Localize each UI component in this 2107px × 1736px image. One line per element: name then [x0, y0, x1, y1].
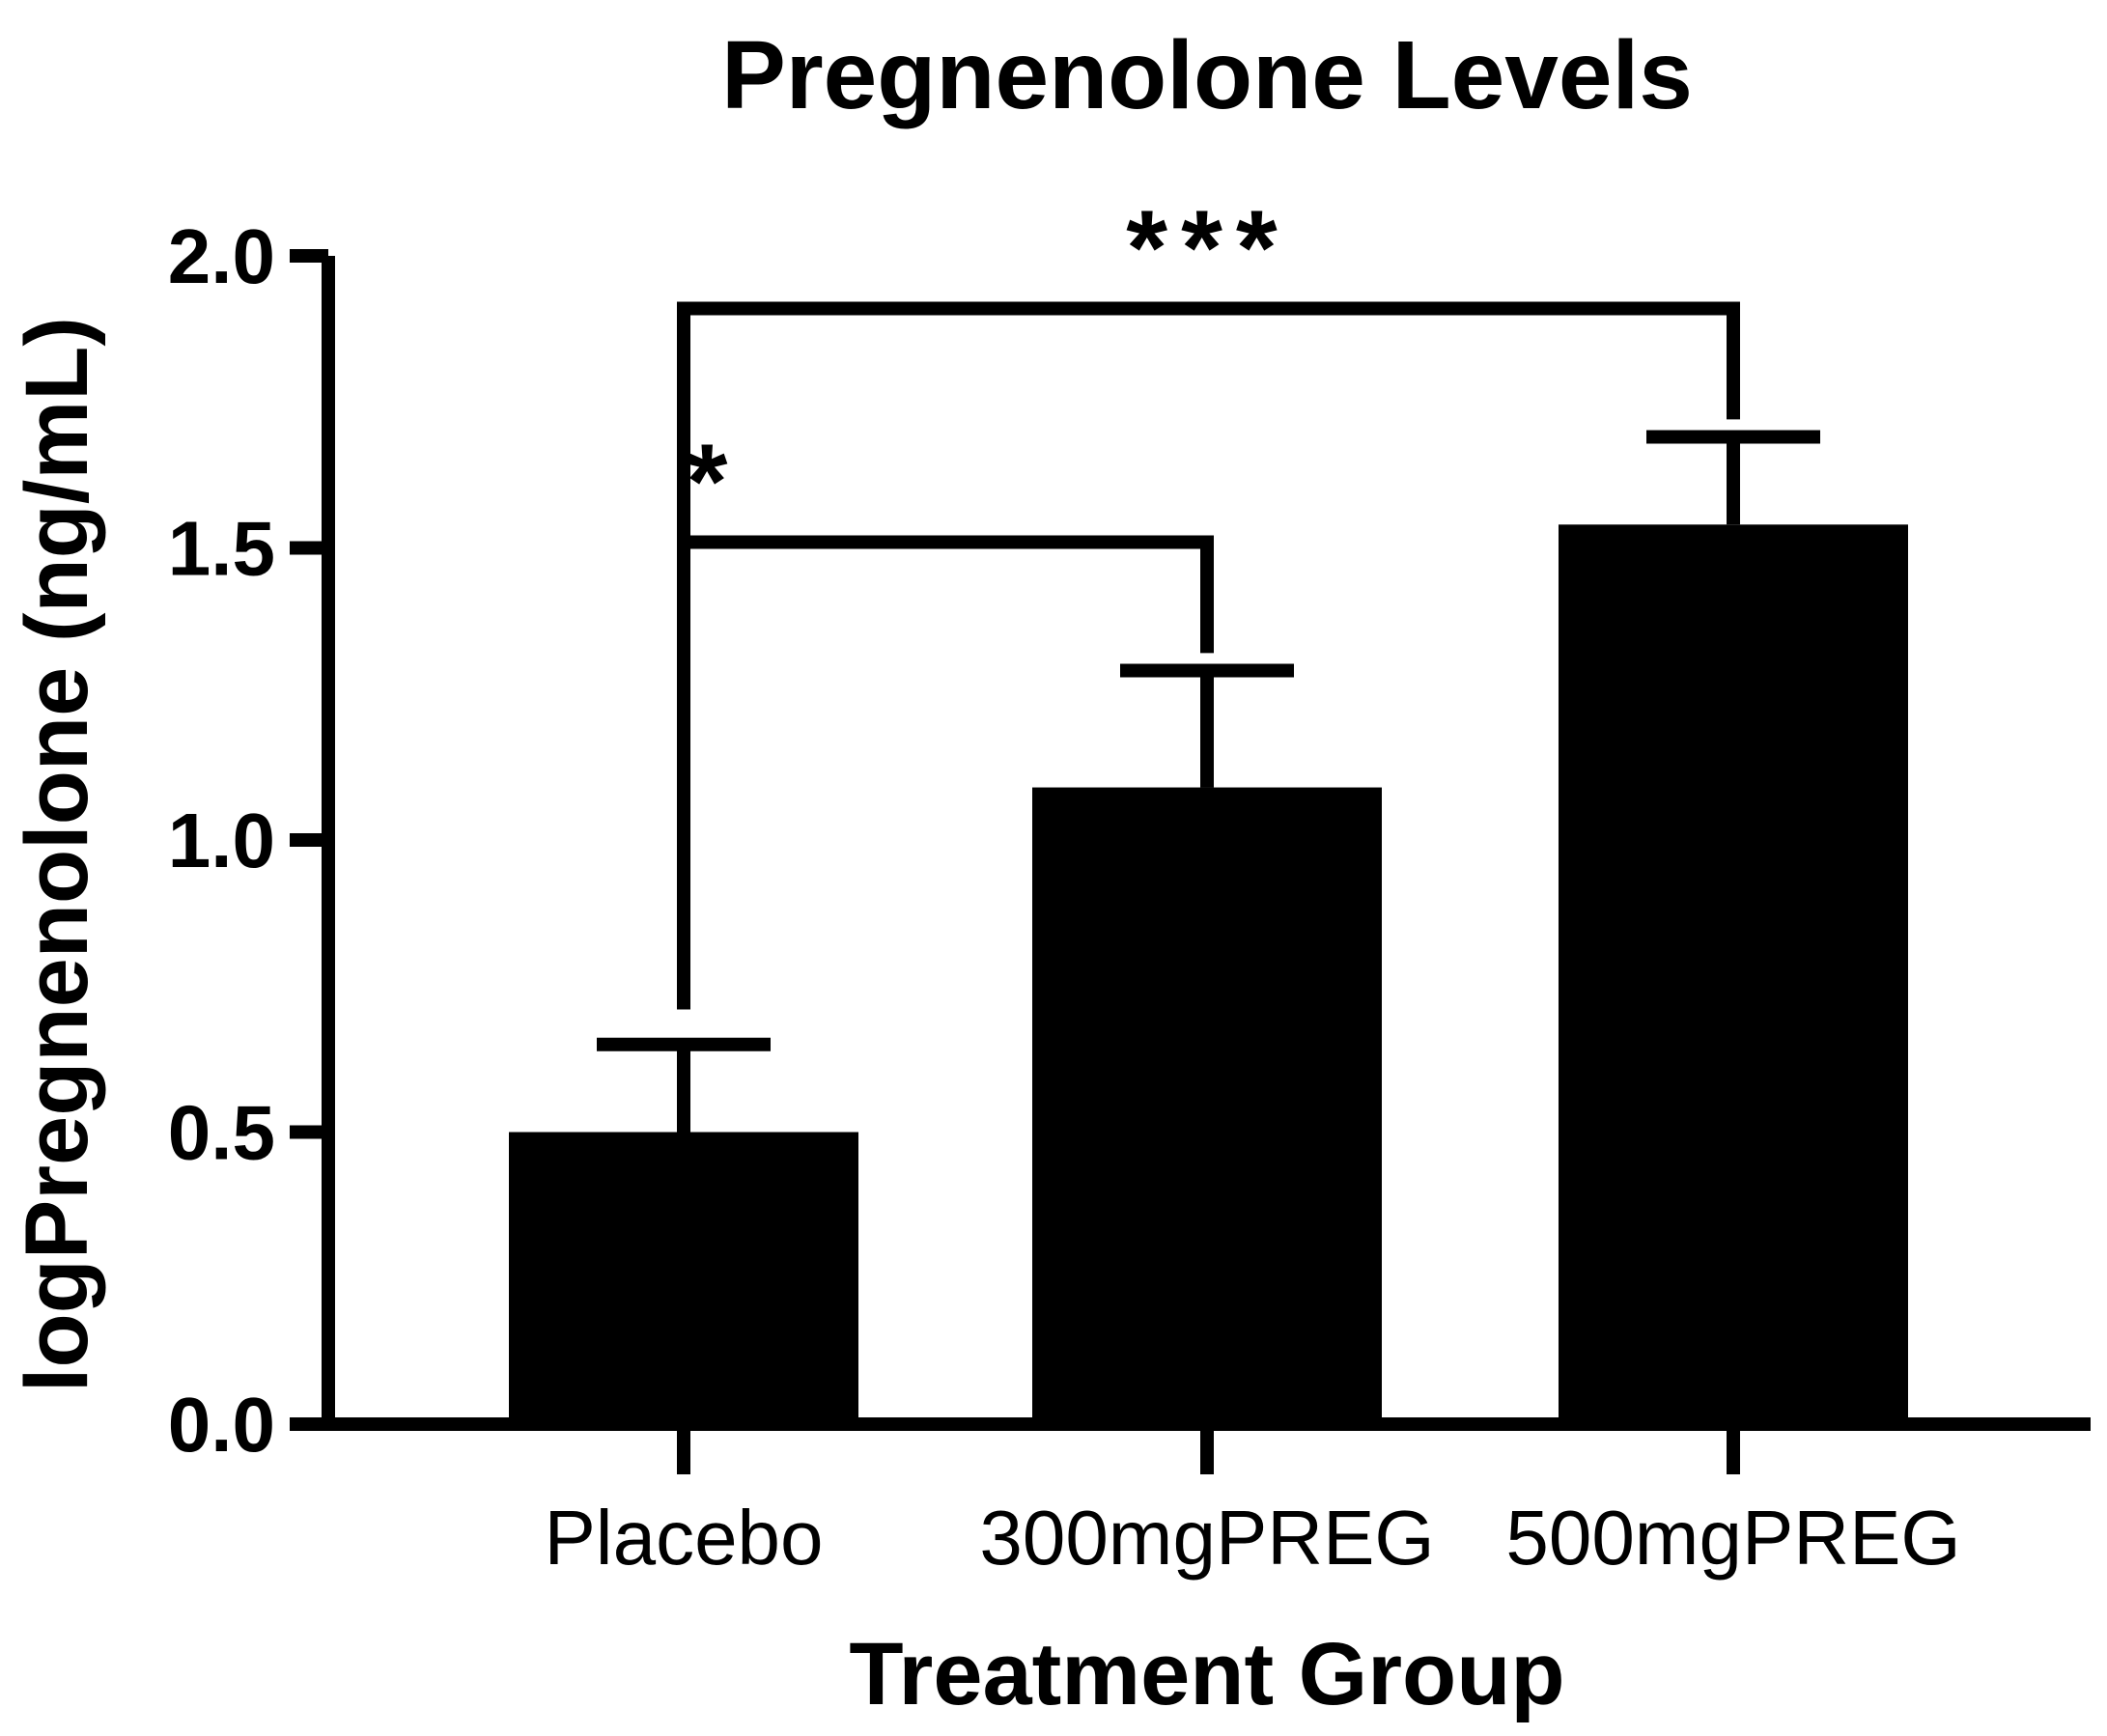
bar-500mgpreg	[1559, 524, 1908, 1424]
x-axis-title: Treatment Group	[849, 1625, 1564, 1723]
y-tick-label-1: 0.5	[168, 1090, 275, 1176]
significance-bracket-1	[677, 535, 1214, 770]
significance-layer: ****	[677, 188, 1740, 1010]
error-bars-layer	[597, 430, 1820, 1133]
bar-placebo	[509, 1132, 858, 1424]
bar-300mgpreg	[1032, 787, 1382, 1424]
x-tick-label-500mgpreg: 500mgPREG	[1505, 1495, 1960, 1581]
bars-layer	[509, 524, 1908, 1424]
chart-title: Pregnenolone Levels	[721, 21, 1693, 129]
significance-bracket-2	[677, 301, 1740, 1010]
y-axis-title: logPregnenolone (ng/mL)	[8, 317, 106, 1392]
y-tick-label-0: 0.0	[168, 1382, 275, 1468]
x-tick-label-placebo: Placebo	[544, 1495, 823, 1581]
significance-label-2: ***	[1126, 188, 1290, 307]
y-tick-label-2: 1.0	[168, 798, 275, 883]
y-tick-label-3: 1.5	[168, 506, 275, 592]
y-tick-label-4: 2.0	[168, 213, 275, 299]
significance-label-1: *	[687, 422, 742, 541]
x-tick-label-300mgpreg: 300mgPREG	[979, 1495, 1434, 1581]
axes-layer: 0.0 0.5 1.0 1.5 2.0 Placebo 300mgPREG 500mgPREG	[168, 213, 2091, 1581]
